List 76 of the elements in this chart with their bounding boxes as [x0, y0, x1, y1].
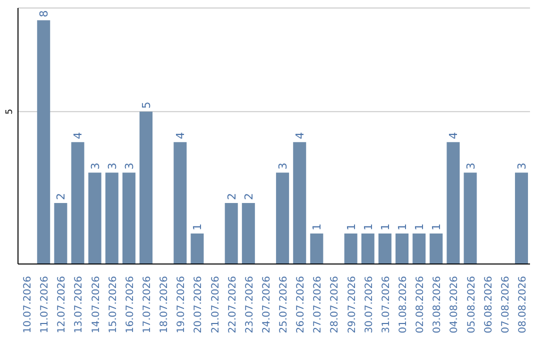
data-label: 1: [413, 224, 426, 231]
bar: [242, 203, 255, 264]
data-label: 2: [225, 193, 238, 200]
x-tick-label: 30.07.2026: [364, 276, 375, 334]
bar: [430, 234, 443, 264]
x-tick-label: 11.07.2026: [40, 276, 51, 334]
bar: [190, 234, 204, 264]
x-tick-label: 21.07.2026: [210, 276, 222, 334]
bar: [224, 203, 238, 264]
x-tick-label: 15.07.2026: [108, 276, 119, 334]
x-tick-label: 28.07.2026: [330, 276, 341, 334]
x-tick-label: 12.07.2026: [56, 276, 68, 334]
bar: [464, 172, 477, 264]
data-label: 4: [447, 132, 460, 140]
bar: [105, 172, 118, 264]
data-label: 4: [72, 132, 85, 140]
x-tick-label: 01.08.2026: [398, 276, 409, 334]
bar: [293, 142, 306, 264]
data-label: 3: [276, 162, 290, 170]
data-label: 2: [54, 193, 68, 200]
bar: [71, 142, 84, 264]
data-label: 4: [174, 132, 188, 140]
x-tick-label: 10.07.2026: [22, 276, 34, 334]
bar: [361, 234, 374, 264]
bar: [54, 203, 68, 264]
bar: [378, 234, 392, 264]
x-tick-label: 19.07.2026: [176, 276, 188, 334]
bar: [446, 142, 460, 264]
bar: [88, 172, 102, 264]
x-tick-label: 04.08.2026: [449, 276, 460, 334]
data-label: 8: [38, 10, 51, 18]
data-label: 3: [106, 162, 119, 170]
x-tick-label: 05.08.2026: [466, 276, 478, 334]
x-tick-label: 23.07.2026: [244, 276, 256, 334]
data-label: 4: [294, 132, 307, 140]
bar: [396, 234, 409, 264]
x-tick-label: 14.07.2026: [90, 276, 102, 334]
x-tick-label: 31.07.2026: [380, 276, 392, 334]
data-label: 1: [378, 224, 392, 231]
x-tick-label: 08.08.2026: [517, 276, 528, 334]
bar: [37, 20, 50, 264]
data-label: 2: [242, 193, 256, 200]
bar: [310, 234, 324, 264]
x-tick-label: 02.08.2026: [415, 276, 426, 334]
x-tick-label: 17.07.2026: [142, 276, 153, 334]
x-tick-label: 13.07.2026: [74, 276, 85, 334]
bar: [122, 172, 136, 264]
data-label: 3: [122, 162, 136, 170]
data-label: 1: [362, 224, 375, 231]
x-tick-label: 24.07.2026: [261, 276, 272, 334]
bar: [344, 234, 358, 264]
bar: [412, 234, 426, 264]
bar: [276, 172, 290, 264]
bar: [140, 112, 153, 264]
x-tick-label: 06.08.2026: [483, 276, 494, 334]
data-label: 3: [515, 162, 528, 170]
data-label: 1: [396, 224, 410, 231]
data-label: 1: [191, 224, 204, 231]
data-label: 5: [140, 102, 154, 109]
x-tick-label: 16.07.2026: [124, 276, 136, 334]
x-tick-label: 25.07.2026: [278, 276, 290, 334]
x-tick-label: 22.07.2026: [227, 276, 238, 334]
bar: [174, 142, 187, 264]
x-tick-label: 18.07.2026: [159, 276, 170, 334]
x-tick-label: 27.07.2026: [312, 276, 324, 334]
x-tick-label: 03.08.2026: [432, 276, 444, 334]
data-label: 3: [464, 162, 478, 170]
data-label: 3: [88, 162, 102, 170]
data-label: 1: [344, 224, 358, 231]
x-tick-label: 20.07.2026: [193, 276, 204, 334]
x-tick-label: 07.08.2026: [500, 276, 512, 334]
bar: [514, 172, 528, 264]
data-label: 1: [310, 224, 324, 231]
x-tick-label: 26.07.2026: [296, 276, 307, 334]
data-label: 1: [430, 224, 444, 231]
x-tick-label: 29.07.2026: [346, 276, 358, 334]
